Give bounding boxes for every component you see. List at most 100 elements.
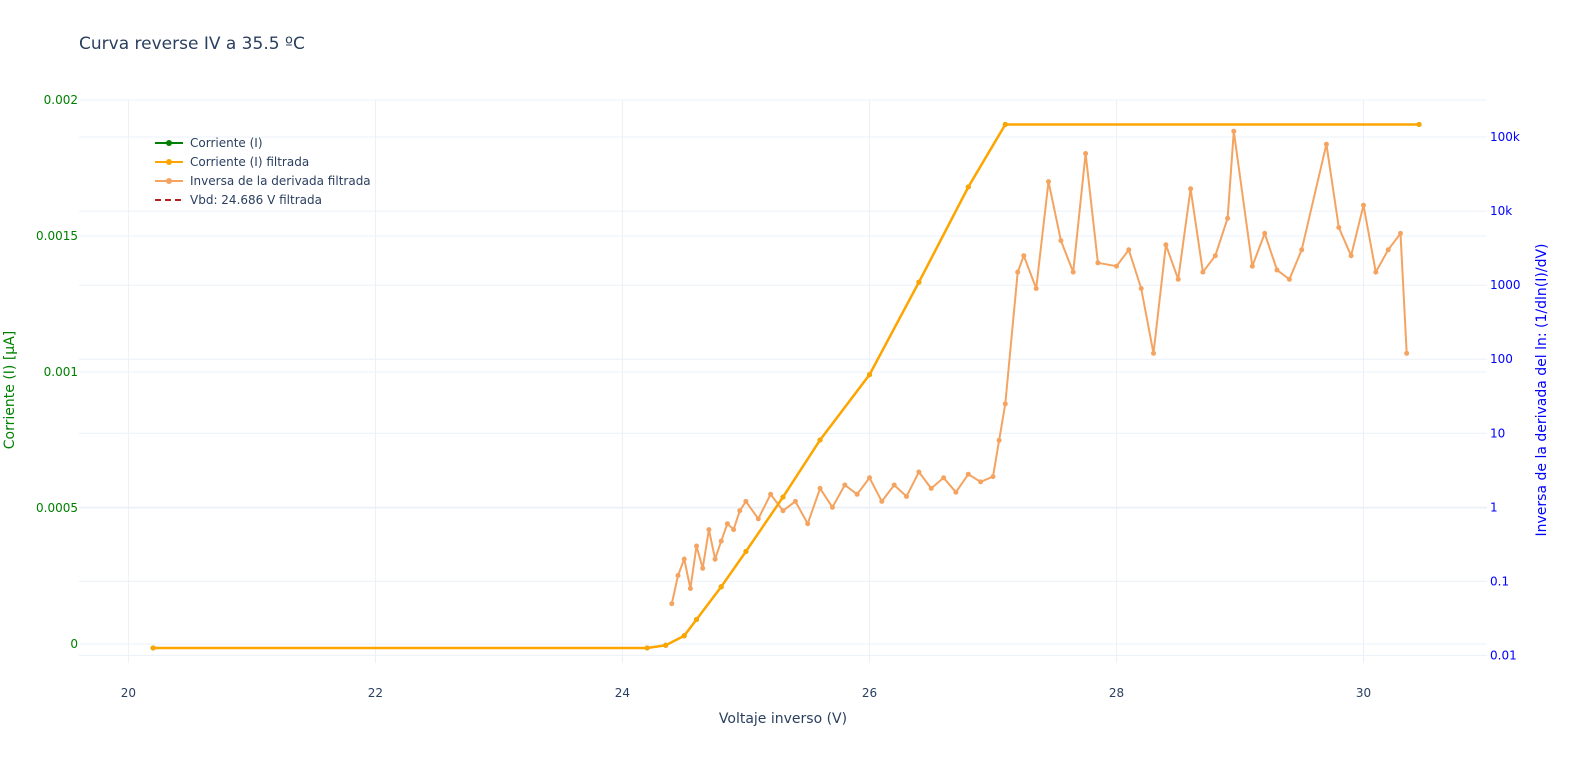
data-point [1348, 253, 1354, 259]
data-point [718, 538, 724, 544]
y-axis-right-title: Inversa de la derivada del ln: (1/dln(I)… [1534, 244, 1550, 537]
chart-title: Curva reverse IV a 35.5 ºC [79, 34, 305, 54]
y-right-tick-label: 100 [1490, 352, 1513, 366]
x-axis-ticks: 20 22 24 26 28 30 [121, 686, 1371, 700]
y-right-tick-label: 10 [1490, 426, 1505, 440]
data-point [718, 584, 724, 590]
data-point [953, 489, 959, 495]
y-left-tick-label: 0.0015 [36, 229, 78, 243]
y-right-tick-label: 1000 [1490, 278, 1521, 292]
data-point [1336, 225, 1342, 230]
y-axis-right-ticks: 0.01 0.1 1 10 100 1000 10k 100k [1490, 130, 1521, 662]
y-right-tick-label: 0.01 [1490, 648, 1517, 662]
legend-item-corriente[interactable]: Corriente (I) [155, 136, 263, 150]
y-right-tick-label: 10k [1490, 204, 1512, 218]
x-tick-label: 20 [121, 686, 136, 700]
data-point [700, 565, 706, 571]
x-tick-label: 28 [1109, 686, 1124, 700]
data-point [1385, 247, 1391, 253]
y-left-tick-label: 0.002 [44, 93, 78, 107]
legend-item-vbd[interactable]: Vbd: 24.686 V filtrada [155, 193, 322, 207]
data-point [780, 508, 786, 514]
data-point [150, 645, 156, 651]
series-line-2 [670, 131, 1408, 604]
data-point [694, 617, 699, 622]
data-point [990, 474, 996, 480]
data-point [1361, 202, 1366, 208]
data-point [669, 601, 675, 607]
y-right-tick-label: 0.1 [1490, 574, 1509, 588]
data-point [1398, 230, 1403, 236]
data-point [1046, 179, 1051, 185]
legend-label-vbd: Vbd: 24.686 V filtrada [190, 193, 322, 207]
data-point [978, 479, 984, 485]
data-point [805, 521, 811, 527]
data-point [644, 645, 650, 651]
data-point [675, 573, 681, 578]
y-axis-left-ticks: 0 0.0005 0.001 0.0015 0.002 [36, 93, 78, 651]
data-point [1404, 350, 1410, 356]
data-point [1299, 247, 1305, 253]
data-point [743, 549, 749, 554]
data-point [1212, 253, 1218, 259]
legend-label-corriente: Corriente (I) [190, 136, 263, 150]
data-point [1151, 350, 1156, 356]
data-point [780, 494, 786, 500]
series-line-1 [153, 123, 1420, 650]
data-point [891, 482, 897, 488]
data-point [706, 527, 712, 533]
data-point [1188, 186, 1194, 192]
data-point [1249, 263, 1255, 269]
data-point [1373, 269, 1379, 275]
data-point [916, 279, 922, 285]
data-point [1070, 269, 1076, 275]
legend-item-inversa-derivada[interactable]: Inversa de la derivada filtrada [155, 174, 371, 188]
legend-item-corriente-filtrada[interactable]: Corriente (I) filtrada [155, 155, 309, 169]
y-left-tick-label: 0 [70, 637, 78, 651]
data-point [792, 498, 798, 504]
data-point [687, 586, 693, 591]
data-point [1225, 215, 1231, 221]
data-point [1138, 286, 1144, 291]
data-point [904, 494, 909, 499]
data-point [1015, 269, 1021, 275]
data-point [1231, 128, 1237, 134]
y-left-tick-label: 0.001 [44, 365, 78, 379]
data-point [1002, 401, 1008, 407]
data-point [817, 485, 823, 491]
data-point [1286, 276, 1292, 282]
data-point [996, 437, 1002, 443]
data-point [1114, 263, 1119, 269]
data-point [712, 556, 718, 562]
data-point [854, 491, 860, 497]
data-point [681, 556, 687, 562]
x-tick-label: 24 [615, 686, 630, 700]
y-axis-left-title: Corriente (I) [µA] [2, 331, 18, 449]
data-point [842, 482, 848, 488]
data-point [737, 508, 743, 514]
x-axis-title: Voltaje inverso (V) [719, 711, 847, 727]
data-point [867, 475, 872, 481]
legend-label-corriente-filtrada: Corriente (I) filtrada [190, 155, 309, 169]
y-right-tick-label: 100k [1490, 130, 1520, 144]
data-point [1200, 269, 1206, 275]
legend-label-inversa-derivada: Inversa de la derivada filtrada [190, 174, 371, 188]
legend: Corriente (I) Corriente (I) filtrada Inv… [155, 136, 371, 207]
grid-layer [79, 99, 1487, 663]
data-point [1083, 151, 1089, 156]
data-point [867, 372, 872, 378]
data-point [965, 184, 971, 190]
data-point [755, 516, 761, 522]
data-point [941, 475, 947, 481]
data-point [879, 498, 885, 504]
data-point [768, 491, 774, 497]
x-tick-label: 22 [368, 686, 383, 700]
data-point [731, 527, 737, 533]
data-point [1323, 141, 1329, 147]
data-point [829, 504, 835, 510]
data-point [1126, 247, 1132, 253]
data-point [965, 471, 971, 477]
data-point [724, 521, 730, 527]
series-layer [150, 122, 1422, 651]
